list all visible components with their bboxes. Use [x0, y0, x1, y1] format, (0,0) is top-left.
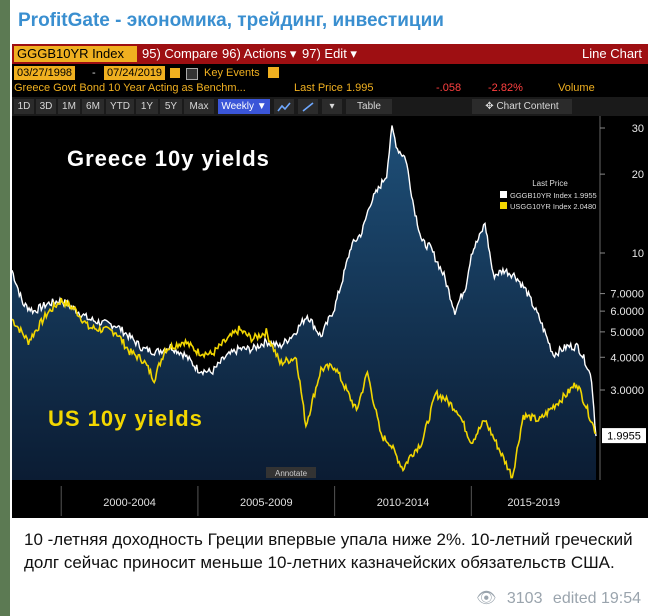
actions-menu[interactable]: 96) Actions ▾: [222, 46, 297, 61]
y-tick-label: 5.0000: [610, 327, 644, 339]
ticker-field[interactable]: GGGB10YR Index: [14, 46, 137, 62]
greece-area-fill: [12, 125, 596, 480]
price-change: -.058: [436, 82, 462, 94]
legend-entry-us: USGG10YR Index 2.0480: [510, 202, 596, 211]
security-description: Greece Govt Bond 10 Year Acting as Bench…: [14, 82, 246, 94]
date-range-bar: 03/27/1998 - 07/24/2019 Key Events: [12, 65, 648, 81]
key-events-icon[interactable]: [268, 67, 279, 78]
x-tick-label: 2005-2009: [240, 497, 293, 509]
x-tick-label: 2000-2004: [103, 497, 156, 509]
last-value-box: [602, 428, 646, 444]
yield-chart: 2000-2004 2005-2009 2010-2014 2015-2019 30 2…: [12, 116, 646, 518]
legend-swatch-greece: [500, 191, 507, 198]
chart-type-label: Line Chart: [582, 46, 642, 61]
y-tick-label: 20: [632, 169, 644, 181]
chart-legend: Last Price GGGB10YR Index 1.9955 USGG10Y…: [497, 178, 597, 216]
period-3d-button[interactable]: 3D: [36, 99, 56, 114]
us-yield-line: [12, 297, 597, 479]
annotate-label: Annotate: [275, 469, 308, 478]
key-events-label: Key Events: [204, 67, 260, 79]
period-1d-button[interactable]: 1D: [14, 99, 34, 114]
compare-menu[interactable]: 95) Compare: [142, 46, 218, 61]
start-date-field[interactable]: 03/27/1998: [14, 66, 76, 80]
period-1y-button[interactable]: 1Y: [136, 99, 158, 114]
period-ytd-button[interactable]: YTD: [106, 99, 134, 114]
y-tick-label: 10: [632, 248, 644, 260]
period-5y-button[interactable]: 5Y: [160, 99, 182, 114]
greece-overlay-label: Greece 10y yields: [67, 146, 270, 171]
last-price: Last Price 1.995: [294, 82, 374, 94]
eye-icon: 👁: [476, 590, 497, 607]
gear-icon: ✥: [485, 101, 494, 112]
date-separator: -: [92, 67, 96, 79]
y-tick-label: 30: [632, 123, 644, 135]
view-count: 3103: [506, 590, 543, 607]
message-meta: 👁 3103 edited 19:54: [470, 588, 641, 608]
key-events-checkbox[interactable]: [186, 68, 198, 80]
y-tick-label: 7.0000: [610, 289, 644, 301]
x-tick-label: 2015-2019: [507, 497, 560, 509]
chart-content-button[interactable]: ✥ Chart Content: [472, 99, 572, 114]
price-pct-change: -2.82%: [488, 82, 523, 94]
y-tick-label: 4.0000: [610, 352, 644, 364]
legend-header: Last Price: [532, 179, 568, 188]
chart-content-label: Chart Content: [496, 101, 559, 112]
period-max-button[interactable]: Max: [184, 99, 214, 114]
channel-title[interactable]: ProfitGate - экономика, трейдинг, инвест…: [18, 10, 444, 31]
draw-tool-icon[interactable]: [298, 99, 318, 114]
y-tick-label: 3.0000: [610, 385, 644, 397]
chart-settings-icon[interactable]: ▾: [322, 99, 342, 114]
calendar-icon[interactable]: [170, 68, 180, 78]
last-value-label: 1.9955: [607, 431, 641, 443]
period-toolbar: 1D 3D 1M 6M YTD 1Y 5Y Max Weekly ▼ ▾ Tab…: [12, 97, 648, 116]
volume-label: Volume: [558, 82, 595, 94]
line-chart-icon[interactable]: [274, 99, 294, 114]
x-axis-band: [12, 484, 602, 518]
edited-time: edited 19:54: [552, 590, 641, 607]
period-1m-button[interactable]: 1M: [58, 99, 80, 114]
security-info-bar: Greece Govt Bond 10 Year Acting as Bench…: [12, 81, 648, 95]
edit-menu[interactable]: 97) Edit ▾: [302, 46, 357, 61]
x-tick-label: 2010-2014: [377, 497, 430, 509]
legend-swatch-us: [500, 202, 507, 209]
us-overlay-label: US 10y yields: [48, 406, 203, 431]
chat-background: [0, 0, 10, 616]
frequency-dropdown[interactable]: Weekly ▼: [218, 99, 270, 114]
table-button[interactable]: Table: [346, 99, 392, 114]
message-caption: 10 -летняя доходность Греции впервые упа…: [24, 530, 633, 572]
terminal-command-bar: GGGB10YR Index 95) Compare 96) Actions ▾…: [12, 44, 648, 64]
y-tick-label: 6.0000: [610, 306, 644, 318]
annotate-button[interactable]: Annotate: [266, 467, 316, 478]
legend-entry-greece: GGGB10YR Index 1.9955: [510, 191, 597, 200]
bloomberg-terminal-screenshot: GGGB10YR Index 95) Compare 96) Actions ▾…: [12, 44, 648, 518]
greece-yield-line: [12, 125, 597, 437]
end-date-field[interactable]: 07/24/2019: [104, 66, 166, 80]
period-6m-button[interactable]: 6M: [82, 99, 104, 114]
